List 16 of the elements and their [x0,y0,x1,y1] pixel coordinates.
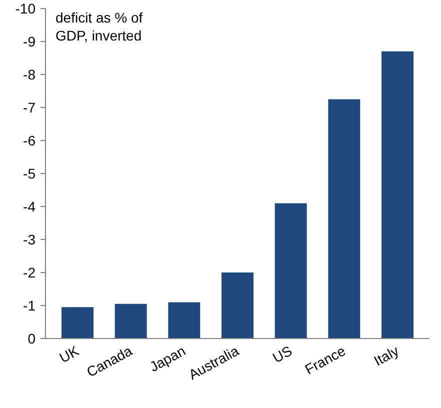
y-tick-label: -9 [23,34,36,50]
y-tick-label: -10 [15,0,36,16]
y-tick-label: -8 [23,66,36,82]
y-tick-label: -3 [23,232,36,248]
y-tick-label: -7 [23,100,36,116]
y-tick-label: 0 [28,330,36,346]
y-tick-label: -2 [23,264,36,280]
x-tick-label: Italy [371,342,402,369]
annotation: deficit as % of GDP, inverted [56,10,143,44]
y-tick-label: -1 [23,298,36,314]
y-tick-label: -4 [23,198,36,214]
x-tick-label: Japan [146,342,188,375]
x-tick-label: UK [56,342,82,366]
y-tick-label: -5 [23,166,36,182]
y-tick-label: -6 [23,132,36,148]
x-tick-label: US [270,342,295,366]
